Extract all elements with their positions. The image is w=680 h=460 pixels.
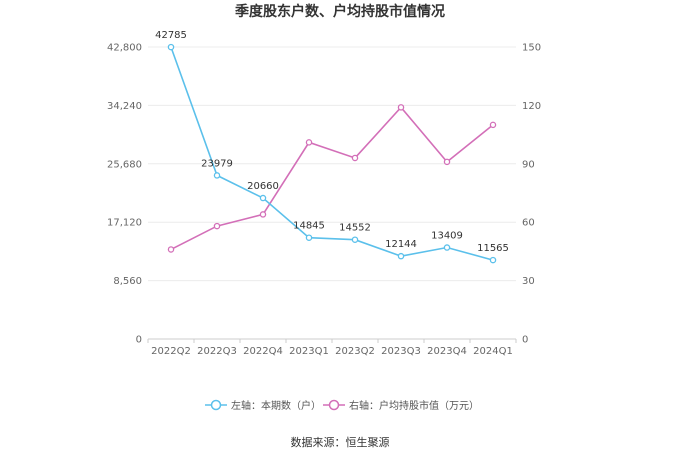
- x-axis-tick-label: 2023Q3: [381, 346, 421, 357]
- right-axis-tick-label: 90: [522, 159, 535, 170]
- data-label: 11565: [477, 243, 509, 254]
- left-series-point[interactable]: [213, 172, 221, 179]
- right-series-point[interactable]: [213, 222, 221, 230]
- left-series-point[interactable]: [489, 256, 497, 264]
- x-axis-tick-label: 2023Q2: [335, 346, 375, 357]
- right-series-point[interactable]: [351, 154, 359, 162]
- left-axis-tick-label: 0: [136, 335, 142, 346]
- x-axis-tick-label: 2024Q1: [473, 346, 513, 357]
- left-series-point[interactable]: [167, 43, 175, 51]
- left-axis-ticks: 0 8,560 17,120 25,680 34,240 42,800: [107, 43, 142, 346]
- right-series-point[interactable]: [259, 211, 267, 218]
- left-axis-tick-label: 17,120: [107, 218, 142, 229]
- data-label: 20660: [247, 181, 279, 192]
- right-axis-tick-label: 120: [522, 101, 541, 112]
- left-axis-tick-label: 34,240: [107, 101, 142, 112]
- series-layer: 42785 23979 20660 14845 14552 12144 13409 11565: [155, 30, 509, 264]
- data-label: 13409: [431, 231, 463, 242]
- data-label: 42785: [155, 30, 187, 41]
- data-label: 12144: [385, 239, 417, 250]
- left-series-point[interactable]: [305, 234, 313, 241]
- left-series-point[interactable]: [259, 194, 267, 202]
- left-series-point[interactable]: [443, 244, 451, 251]
- grid-lines: [148, 46, 516, 340]
- chart-title: 季度股东户数、户均持股市值情况: [234, 3, 445, 20]
- data-label: 14552: [339, 223, 371, 234]
- legend-item-right-series[interactable]: 右轴：户均持股市值（万元）: [323, 399, 479, 412]
- right-series-point[interactable]: [489, 121, 497, 129]
- left-axis-tick-label: 42,800: [107, 43, 142, 54]
- x-axis-tick-label: 2022Q2: [151, 346, 191, 357]
- legend-item-left-series[interactable]: 左轴：本期数（户）: [205, 399, 321, 412]
- right-series-point[interactable]: [167, 246, 175, 253]
- x-axis-tick-label: 2022Q4: [243, 346, 283, 357]
- legend-right-series-marker: [328, 399, 340, 411]
- left-series-line: [170, 46, 494, 261]
- x-axis-tick-label: 2022Q3: [197, 346, 237, 357]
- x-axis-ticks: 2022Q2 2022Q3 2022Q4 2023Q1 2023Q2 2023Q3 2023…: [147, 339, 517, 357]
- legend-left-series-marker: [210, 399, 222, 411]
- left-series-point[interactable]: [351, 236, 359, 243]
- right-series-point[interactable]: [305, 139, 313, 146]
- right-axis-tick-label: 0: [522, 335, 528, 346]
- x-axis-tick-label: 2023Q4: [427, 346, 467, 357]
- left-axis-tick-label: 25,680: [107, 159, 142, 170]
- legend[interactable]: 左轴：本期数（户） 右轴：户均持股市值（万元）: [205, 399, 479, 412]
- data-label: 14845: [293, 221, 325, 232]
- right-series-point[interactable]: [443, 158, 451, 166]
- left-axis-tick-label: 8,560: [113, 276, 142, 287]
- x-axis-tick-label: 2023Q1: [289, 346, 329, 357]
- right-axis-ticks: 0 30 60 90 120 150: [522, 43, 541, 346]
- data-source: 数据来源：恒生聚源: [291, 435, 390, 449]
- left-series-point[interactable]: [397, 252, 405, 260]
- right-axis-tick-label: 30: [522, 276, 535, 287]
- right-axis-tick-label: 60: [522, 218, 535, 229]
- right-series-line: [170, 106, 494, 251]
- legend-left-series-label: 左轴：本期数（户）: [231, 399, 321, 412]
- right-series-point[interactable]: [397, 104, 405, 111]
- data-label: 23979: [201, 158, 233, 169]
- legend-right-series-label: 右轴：户均持股市值（万元）: [349, 399, 479, 412]
- right-axis-tick-label: 150: [522, 43, 541, 54]
